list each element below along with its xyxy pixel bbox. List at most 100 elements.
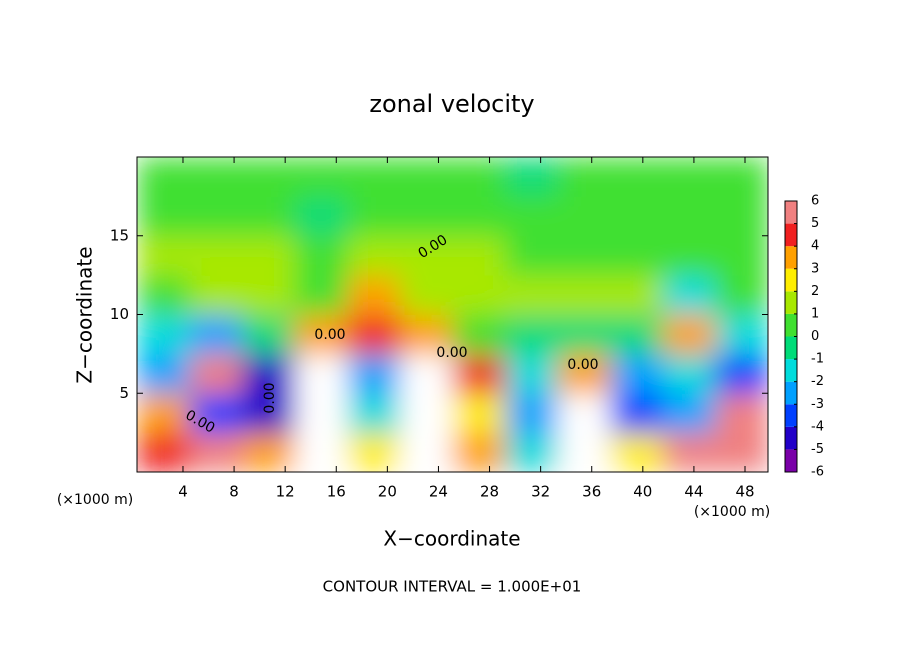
x-tick-label: 16: [327, 483, 346, 501]
colorbar-tick-label: 6: [811, 194, 819, 209]
cell: [347, 432, 401, 472]
cell: [452, 275, 506, 315]
cell: [662, 393, 716, 434]
cell: [347, 275, 401, 315]
cell: [137, 314, 191, 355]
cell: [715, 353, 768, 394]
cell: [557, 314, 611, 355]
cell: [242, 314, 296, 355]
contour-label: 0.00: [436, 345, 467, 361]
colorbar-tick-label: 4: [811, 239, 819, 254]
cell: [452, 314, 506, 355]
y-unit-label: (×1000 m): [57, 492, 133, 508]
cell: [610, 393, 664, 434]
colorbar-tick-label: 2: [811, 284, 819, 299]
cell: [189, 314, 243, 355]
cell: [294, 432, 348, 472]
cell: [715, 157, 768, 197]
contour-label: 0.00: [314, 327, 345, 343]
cell: [399, 314, 453, 355]
cell: [662, 314, 716, 355]
cell: [294, 196, 348, 237]
cell: [715, 196, 768, 237]
cell: [662, 275, 716, 315]
cell: [610, 275, 664, 315]
colorbar-band: [785, 381, 797, 405]
cell: [242, 275, 296, 315]
cell: [610, 432, 664, 472]
x-tick-label: 40: [633, 483, 652, 501]
colorbar-tick-label: -5: [811, 442, 824, 457]
cell: [294, 353, 348, 394]
cell: [399, 353, 453, 394]
cell: [294, 314, 348, 355]
cell: [347, 314, 401, 355]
cell: [399, 196, 453, 237]
cell: [662, 353, 716, 394]
contour-label: 0.00: [262, 382, 278, 413]
colorbar-band: [785, 359, 797, 382]
cell: [137, 432, 191, 472]
cell: [189, 432, 243, 472]
colorbar-tick-label: -6: [811, 465, 824, 480]
cell: [557, 393, 611, 434]
cell: [189, 235, 243, 276]
y-tick-label: 10: [110, 305, 129, 323]
colorbar-tick-label: -1: [811, 352, 824, 367]
cell: [715, 393, 768, 434]
cell: [399, 157, 453, 197]
cell: [294, 157, 348, 197]
y-axis-label: Z−coordinate: [73, 246, 97, 383]
cells: [137, 157, 768, 472]
cell: [557, 235, 611, 276]
cell: [399, 393, 453, 434]
cell: [189, 196, 243, 237]
cell: [137, 393, 191, 434]
cell: [399, 275, 453, 315]
cell: [610, 314, 664, 355]
colorbar-band: [785, 449, 797, 472]
cell: [452, 196, 506, 237]
colorbar-band: [785, 246, 797, 269]
cell: [242, 196, 296, 237]
colorbar-band: [785, 313, 797, 337]
cell: [505, 196, 559, 237]
cell: [242, 235, 296, 276]
colorbar-band: [785, 201, 797, 224]
cell: [557, 196, 611, 237]
cell: [242, 393, 296, 434]
cell: [189, 393, 243, 434]
cell: [294, 235, 348, 276]
x-tick-label: 32: [531, 483, 550, 501]
x-tick-label: 48: [735, 483, 754, 501]
cell: [505, 314, 559, 355]
x-tick-label: 20: [378, 483, 397, 501]
x-axis-label: X−coordinate: [383, 527, 520, 551]
x-tick-label: 28: [480, 483, 499, 501]
cell: [662, 196, 716, 237]
colorbar-tick-label: 1: [811, 306, 819, 321]
x-tick-label: 24: [429, 483, 448, 501]
cell: [715, 314, 768, 355]
x-tick-label: 8: [229, 483, 239, 501]
y-tick-label: 5: [119, 384, 129, 402]
x-tick-label: 44: [684, 483, 703, 501]
cell: [242, 432, 296, 472]
cell: [610, 353, 664, 394]
cell: [189, 275, 243, 315]
footer: CONTOUR INTERVAL = 1.000E+01: [323, 578, 582, 596]
x-tick-label: 4: [178, 483, 188, 501]
colorbar-tick-label: 5: [811, 216, 819, 231]
cell: [557, 353, 611, 394]
cell: [452, 393, 506, 434]
cell: [294, 275, 348, 315]
colorbar-band: [785, 223, 797, 247]
colorbar-band: [785, 404, 797, 427]
cell: [137, 275, 191, 315]
colorbar-tick-label: -2: [811, 374, 824, 389]
cell: [662, 235, 716, 276]
cell: [189, 353, 243, 394]
cell: [715, 432, 768, 472]
x-tick-label: 12: [276, 483, 295, 501]
